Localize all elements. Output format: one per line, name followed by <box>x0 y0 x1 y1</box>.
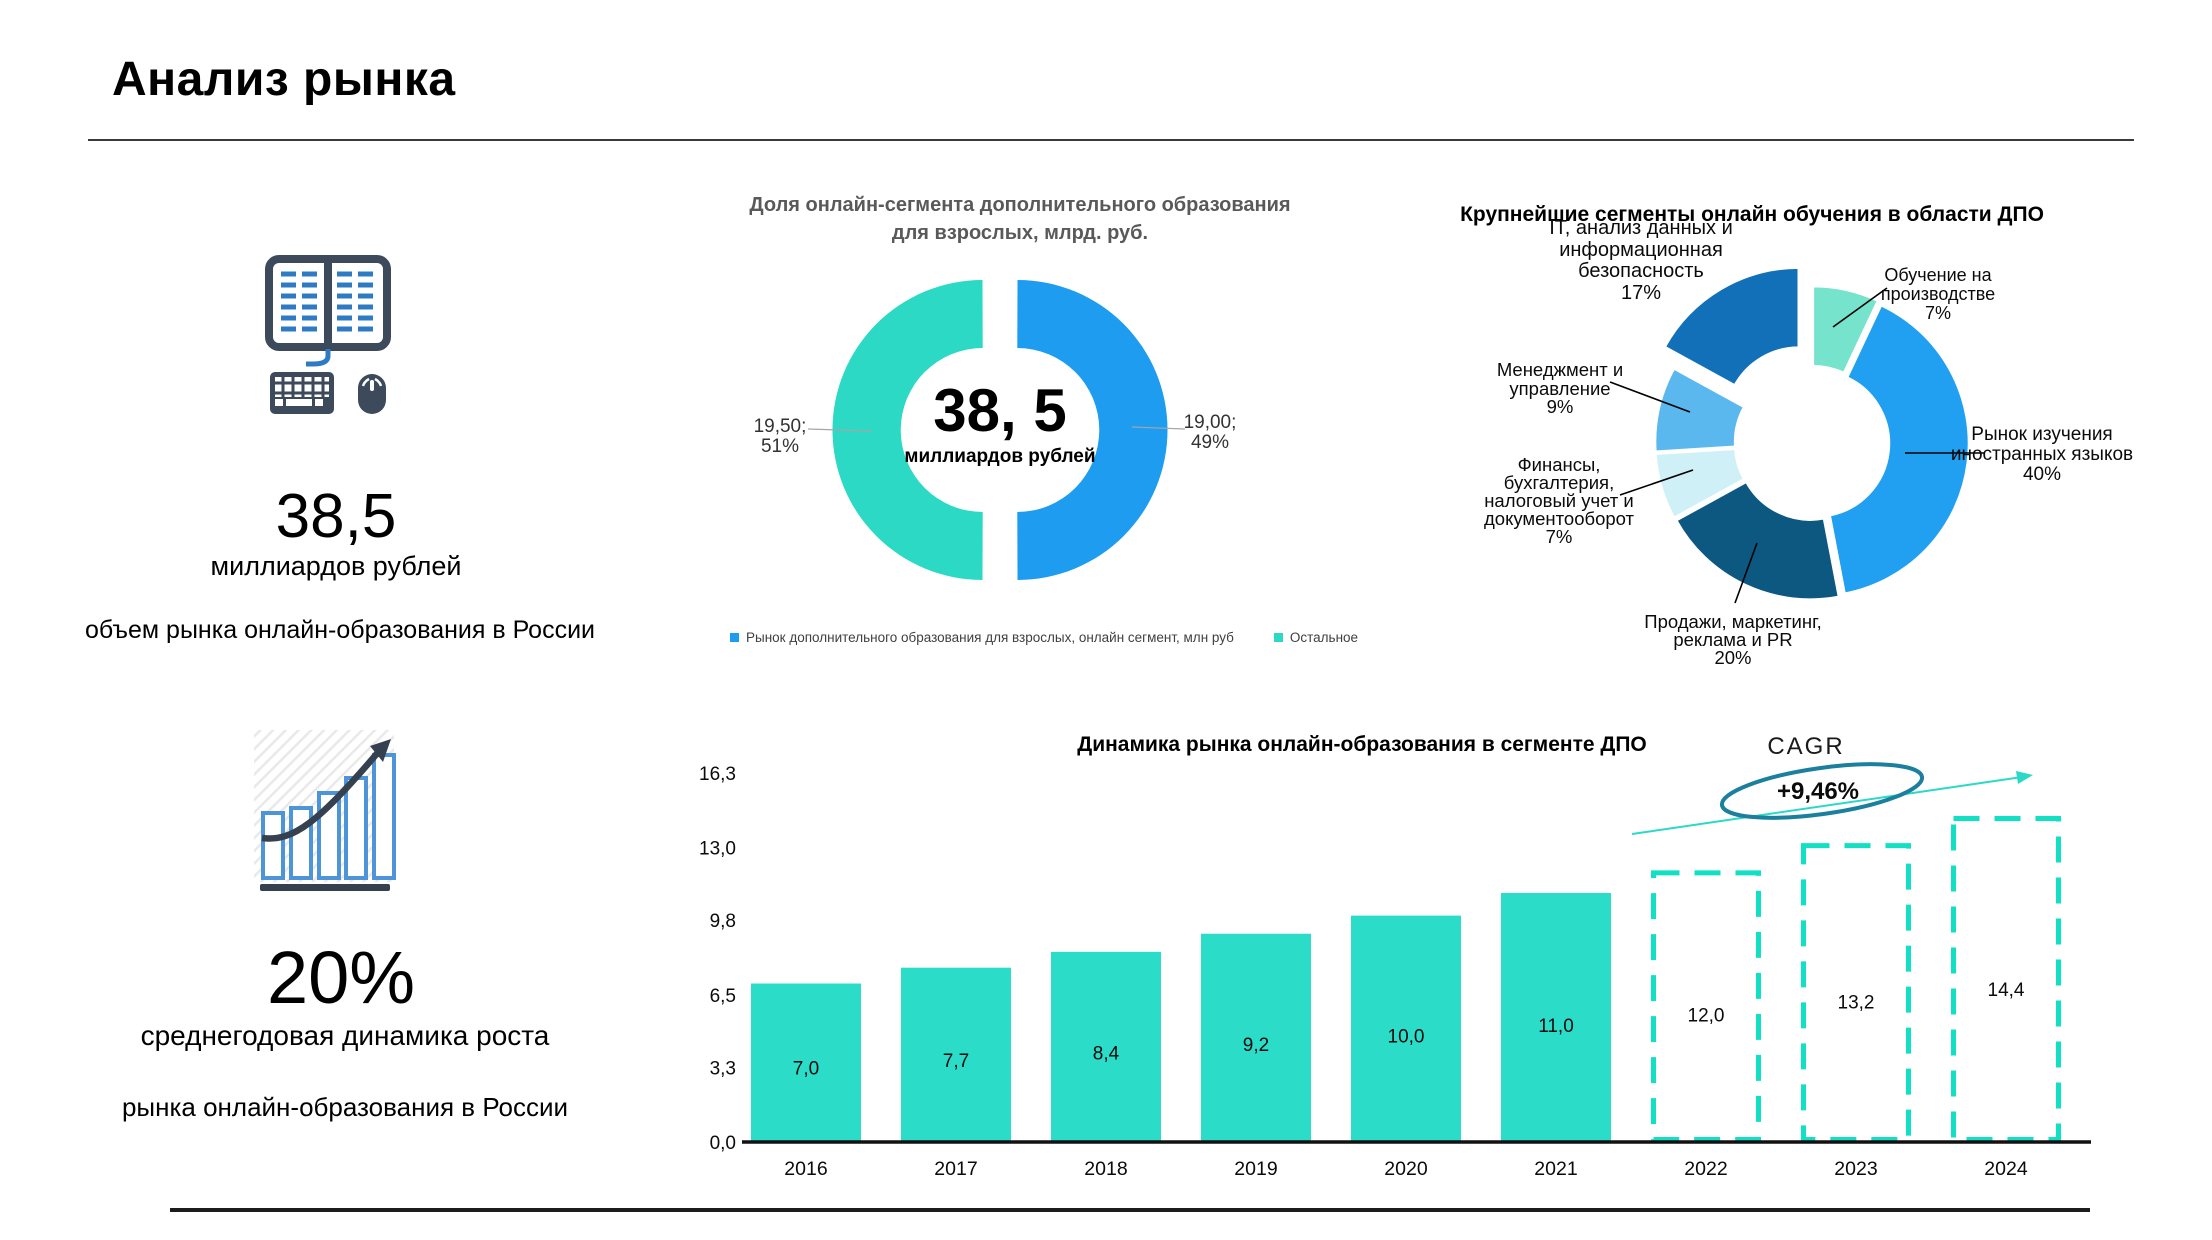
cable <box>306 349 331 367</box>
leader-line-sales <box>1734 542 1758 604</box>
segment-label-languages: Рынок изучения иностранных языков 40% <box>1950 424 2134 485</box>
bar-value-2023: 13,2 <box>1838 993 1875 1014</box>
book-text-lines <box>281 271 376 332</box>
share-slice-rest <box>832 280 983 580</box>
callout-line-rest <box>807 428 873 432</box>
segment-slice-2 <box>1674 480 1841 601</box>
y-tick-16,3: 16,3 <box>699 764 736 785</box>
leader-line-management <box>1609 381 1691 413</box>
share-donut-callout-market: 19,00; 49% <box>1183 412 1237 453</box>
stat-market-volume-value: 38,5 <box>275 482 397 551</box>
legend-label-rest: Остальное <box>1289 630 1359 645</box>
legend-item-market: Рынок дополнительного образования для вз… <box>730 630 1234 645</box>
x-label-2019: 2019 <box>1234 1158 1277 1180</box>
bottom-divider <box>170 1208 2090 1212</box>
bar-2020 <box>1351 915 1461 1142</box>
bar-2021 <box>1501 892 1611 1142</box>
share-donut-legend: Рынок дополнительного образования для вз… <box>730 630 1370 645</box>
cagr-label: CAGR <box>1767 733 1845 760</box>
leader-line-finance <box>1619 469 1694 496</box>
leader-line-manufacturing <box>1832 287 1888 328</box>
segment-label-finance: Финансы, бухгалтерия, налоговый учет и д… <box>1483 454 1635 547</box>
segment-label-it: IT, анализ данных и информационная безоп… <box>1549 217 1733 304</box>
bar-2017 <box>901 967 1011 1142</box>
segment-slice-5 <box>1662 266 1801 388</box>
bar-value-2019: 9,2 <box>1243 1035 1269 1056</box>
share-donut-center-unit: миллиардов рублей <box>904 446 1096 467</box>
segment-label-sales: Продажи, маркетинг, реклама и PR 20% <box>1644 611 1822 668</box>
forecast-bar-2024 <box>1951 816 2061 1142</box>
bar-2018 <box>1051 951 1161 1142</box>
segment-slice-1 <box>1828 303 1971 596</box>
bar-value-2016: 7,0 <box>793 1059 819 1080</box>
growth-arrow <box>261 747 383 842</box>
title-divider <box>88 139 2134 141</box>
cagr-trend-arrow <box>1631 776 2023 835</box>
page-title: Анализ рынка <box>112 53 456 106</box>
segment-slice-4 <box>1653 366 1746 454</box>
stat-growth-rate-caption-1: среднегодовая динамика роста <box>140 1020 550 1051</box>
x-label-2021: 2021 <box>1534 1158 1577 1180</box>
x-label-2020: 2020 <box>1384 1158 1428 1180</box>
y-tick-9,8: 9,8 <box>710 911 736 932</box>
forecast-bar-2023 <box>1801 843 1911 1142</box>
segment-slice-0 <box>1811 284 1880 375</box>
y-tick-6,5: 6,5 <box>710 986 736 1007</box>
bar-value-2024: 14,4 <box>1988 980 2025 1001</box>
y-tick-0,0: 0,0 <box>710 1133 736 1154</box>
x-label-2016: 2016 <box>784 1158 827 1180</box>
callout-line-market <box>1131 426 1186 430</box>
forecast-bar-2022 <box>1651 870 1761 1142</box>
stat-growth-rate-value: 20% <box>266 936 416 1019</box>
cagr-arrowhead <box>2016 771 2033 784</box>
bar-chart: 0,0 3,3 6,5 9,8 13,0 16,3 7,0 2016 7,7 2017 8,4 201… <box>699 762 2091 1180</box>
segment-slice-3 <box>1654 447 1746 520</box>
bar-chart-title: Динамика рынка онлайн-образования в сегм… <box>1077 733 1647 756</box>
share-donut-chart <box>807 280 1186 580</box>
cagr-value: +9,46% <box>1777 778 1859 805</box>
bar-value-2022: 12,0 <box>1688 1005 1725 1026</box>
cagr-ellipse <box>1719 762 1925 820</box>
bar-value-2017: 7,7 <box>943 1051 969 1072</box>
online-education-icon <box>265 255 391 414</box>
legend-label-market: Рынок дополнительного образования для вз… <box>746 630 1234 645</box>
segments-donut-title: Крупнейшие сегменты онлайн обучения в об… <box>1460 203 2044 226</box>
bar-value-2021: 11,0 <box>1538 1016 1574 1037</box>
share-donut-callout-rest: 19,50; 51% <box>753 416 807 457</box>
y-tick-3,3: 3,3 <box>710 1058 736 1079</box>
stat-growth-rate-caption-2: рынка онлайн-образования в России <box>121 1092 569 1122</box>
x-label-2018: 2018 <box>1084 1158 1127 1180</box>
legend-item-rest: Остальное <box>1273 630 1359 645</box>
bar-2016 <box>751 983 861 1142</box>
stat-market-volume-unit: миллиардов рублей <box>210 551 462 581</box>
share-slice-market <box>1017 280 1168 580</box>
y-tick-13,0: 13,0 <box>699 839 736 860</box>
x-label-2023: 2023 <box>1834 1158 1877 1180</box>
growth-chart-icon <box>254 730 396 891</box>
legend-swatch-market <box>730 633 739 642</box>
stat-market-volume-caption: объем рынка онлайн-образования в России <box>85 616 595 644</box>
bar-value-2020: 10,0 <box>1388 1027 1425 1048</box>
share-donut-center: 38, 5 миллиардов рублей <box>880 377 1120 468</box>
segment-label-manufacturing: Обучение на производстве 7% <box>1880 265 1996 323</box>
segment-label-management: Менеджмент и управление 9% <box>1496 359 1624 417</box>
bar-value-2018: 8,4 <box>1093 1044 1120 1065</box>
share-donut-center-value: 38, 5 <box>933 377 1067 444</box>
x-label-2017: 2017 <box>934 1158 977 1180</box>
segments-donut-chart <box>1609 266 1985 604</box>
share-donut-title: Доля онлайн-сегмента дополнительного обр… <box>749 194 1291 244</box>
bar-2019 <box>1201 933 1311 1142</box>
x-label-2022: 2022 <box>1684 1158 1727 1180</box>
legend-swatch-rest <box>1273 633 1283 642</box>
x-label-2024: 2024 <box>1984 1158 2028 1180</box>
